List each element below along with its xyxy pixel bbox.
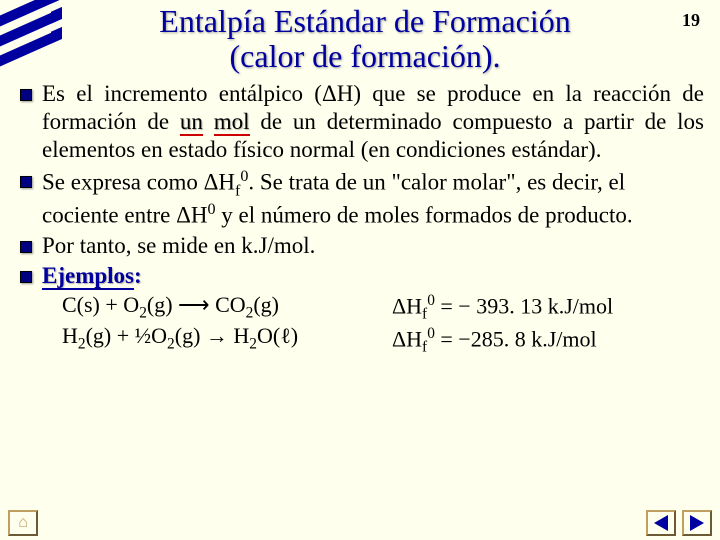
underlined-un: un <box>180 109 203 136</box>
home-icon: ⌂ <box>18 515 28 531</box>
bullet-1: Es el incremento entálpico (ΔH) que se p… <box>20 80 704 164</box>
reaction-1-left: C(s) + O2(g) ⟶ CO2(g) <box>62 292 392 323</box>
bullet-1-text: Es el incremento entálpico (ΔH) que se p… <box>42 80 704 164</box>
reactions-left-col: C(s) + O2(g) ⟶ CO2(g) H2(g) + ½O2(g) → H… <box>62 292 392 357</box>
bullet-2-text: Se expresa como ΔHf0. Se trata de un "ca… <box>42 167 704 231</box>
sup: 0 <box>427 325 435 342</box>
bullet-4-text: Ejemplos: <box>42 262 704 290</box>
bullet-2: Se expresa como ΔHf0. Se trata de un "ca… <box>20 167 704 231</box>
sub: 2 <box>78 336 86 353</box>
reaction-2-left: H2(g) + ½O2(g) → H2O(ℓ) <box>62 323 392 354</box>
text: ΔH <box>392 326 422 351</box>
home-button[interactable]: ⌂ <box>8 510 38 536</box>
bullet-square-icon <box>20 271 32 283</box>
reaction-2-right: ΔHf0 = −285. 8 k.J/mol <box>392 325 704 358</box>
text: C(s) + O <box>62 292 139 317</box>
bullet-3-text: Por tanto, se mide en k.J/mol. <box>42 232 704 260</box>
bullet-square-icon <box>20 176 32 188</box>
sup: 0 <box>427 292 435 309</box>
colon: : <box>134 263 142 288</box>
text: (g) ⟶ CO <box>147 292 246 317</box>
bullet-square-icon <box>20 89 32 101</box>
text <box>203 109 214 134</box>
title-line-2: (calor de formación). <box>230 38 501 74</box>
text: (g) <box>253 292 279 317</box>
arrow-right-icon <box>690 515 704 531</box>
bullet-3: Por tanto, se mide en k.J/mol. <box>20 232 704 260</box>
text: (g) → H <box>175 323 250 348</box>
text: = − 393. 13 k.J/mol <box>435 294 613 319</box>
decorative-chevrons <box>0 0 80 90</box>
bullet-square-icon <box>20 241 32 253</box>
sub: 2 <box>249 336 257 353</box>
arrow-left-icon <box>654 515 668 531</box>
sub: 2 <box>167 336 175 353</box>
prev-button[interactable] <box>646 510 676 536</box>
text: ΔH <box>392 294 422 319</box>
nav-buttons <box>646 510 712 536</box>
page-number: 19 <box>682 10 700 31</box>
sub: 2 <box>139 305 147 322</box>
reaction-1-right: ΔHf0 = − 393. 13 k.J/mol <box>392 292 704 325</box>
text: H <box>62 323 78 348</box>
reactions-block: C(s) + O2(g) ⟶ CO2(g) H2(g) + ½O2(g) → H… <box>20 292 704 357</box>
next-button[interactable] <box>682 510 712 536</box>
text: (g) + ½O <box>86 323 167 348</box>
text: = −285. 8 k.J/mol <box>435 326 597 351</box>
reactions-right-col: ΔHf0 = − 393. 13 k.J/mol ΔHf0 = −285. 8 … <box>392 292 704 357</box>
underlined-mol: mol <box>214 109 250 136</box>
ejemplos-label: Ejemplos <box>42 263 134 290</box>
slide-body: Es el incremento entálpico (ΔH) que se p… <box>0 74 720 357</box>
text: O(ℓ) <box>257 323 298 348</box>
text: y el número de moles formados de product… <box>216 203 633 228</box>
slide-title: Entalpía Estándar de Formación (calor de… <box>0 0 720 74</box>
sup: 0 <box>207 201 215 218</box>
text: Se expresa como ΔH <box>42 169 235 194</box>
bullet-4: Ejemplos: <box>20 262 704 290</box>
title-line-1: Entalpía Estándar de Formación <box>159 3 570 39</box>
